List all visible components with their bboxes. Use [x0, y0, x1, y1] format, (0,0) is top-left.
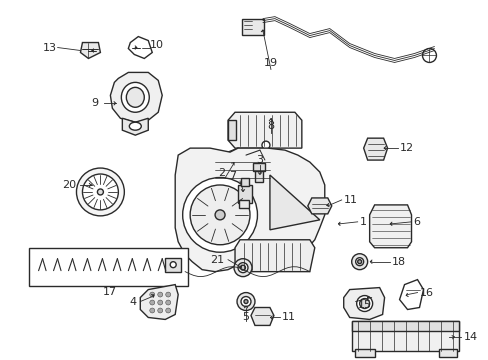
Ellipse shape — [357, 260, 361, 264]
Ellipse shape — [165, 300, 170, 305]
Text: 18: 18 — [391, 257, 405, 267]
Polygon shape — [175, 148, 324, 272]
Ellipse shape — [230, 157, 241, 167]
Bar — [238, 185, 251, 203]
Bar — [29, 248, 188, 285]
Ellipse shape — [244, 300, 247, 303]
Text: 11: 11 — [281, 312, 295, 323]
Ellipse shape — [149, 308, 154, 313]
Ellipse shape — [97, 189, 103, 195]
Text: 3: 3 — [256, 155, 263, 165]
Polygon shape — [128, 37, 152, 58]
Polygon shape — [81, 42, 100, 58]
Ellipse shape — [241, 297, 250, 306]
Ellipse shape — [183, 177, 257, 252]
Ellipse shape — [240, 265, 245, 270]
Text: 5: 5 — [242, 312, 249, 323]
Ellipse shape — [158, 308, 163, 313]
Ellipse shape — [149, 300, 154, 305]
Text: 11: 11 — [343, 195, 357, 205]
Text: 19: 19 — [264, 58, 277, 68]
Bar — [239, 200, 248, 208]
Polygon shape — [269, 175, 319, 230]
Bar — [242, 19, 264, 35]
Text: 7: 7 — [228, 171, 236, 181]
Ellipse shape — [165, 292, 170, 297]
Bar — [254, 170, 263, 182]
Ellipse shape — [359, 298, 369, 309]
Text: 12: 12 — [399, 143, 413, 153]
Text: 15: 15 — [357, 300, 371, 310]
Text: 20: 20 — [62, 180, 76, 190]
Text: 13: 13 — [42, 42, 57, 53]
Text: 10: 10 — [150, 40, 164, 50]
Polygon shape — [369, 205, 411, 248]
Text: 4: 4 — [129, 297, 136, 306]
Bar — [354, 349, 374, 357]
Ellipse shape — [158, 292, 163, 297]
Bar — [351, 321, 458, 351]
Ellipse shape — [126, 87, 144, 107]
Ellipse shape — [356, 296, 372, 311]
Polygon shape — [235, 240, 314, 272]
Ellipse shape — [165, 308, 170, 313]
Bar — [165, 258, 181, 272]
Polygon shape — [122, 118, 148, 135]
Bar — [351, 321, 458, 332]
Polygon shape — [140, 285, 178, 319]
Polygon shape — [363, 138, 387, 160]
Ellipse shape — [422, 49, 436, 62]
Ellipse shape — [355, 258, 363, 266]
Polygon shape — [399, 280, 423, 310]
Polygon shape — [227, 112, 301, 148]
Ellipse shape — [190, 185, 249, 245]
Ellipse shape — [76, 168, 124, 216]
Text: 14: 14 — [463, 332, 476, 342]
Ellipse shape — [158, 300, 163, 305]
Bar — [252, 163, 264, 171]
Ellipse shape — [149, 292, 154, 297]
Polygon shape — [110, 72, 162, 122]
Ellipse shape — [215, 210, 224, 220]
Ellipse shape — [82, 174, 118, 210]
Ellipse shape — [170, 262, 176, 268]
Ellipse shape — [129, 122, 141, 130]
Ellipse shape — [121, 82, 149, 112]
Text: 8: 8 — [267, 121, 274, 131]
Text: 16: 16 — [419, 288, 433, 298]
Text: 6: 6 — [413, 217, 420, 227]
Text: 1: 1 — [359, 217, 366, 227]
Polygon shape — [224, 148, 245, 172]
Text: 21: 21 — [209, 255, 224, 265]
Bar — [241, 178, 248, 186]
Text: 9: 9 — [91, 98, 98, 108]
Bar — [439, 349, 456, 357]
Ellipse shape — [234, 259, 251, 276]
Ellipse shape — [351, 254, 367, 270]
Ellipse shape — [238, 263, 247, 273]
Polygon shape — [307, 198, 331, 214]
Text: 17: 17 — [103, 287, 117, 297]
Ellipse shape — [237, 293, 254, 310]
Text: 2: 2 — [218, 168, 225, 178]
Bar — [227, 120, 236, 140]
Polygon shape — [250, 307, 273, 325]
Polygon shape — [343, 288, 384, 319]
Ellipse shape — [262, 141, 269, 149]
